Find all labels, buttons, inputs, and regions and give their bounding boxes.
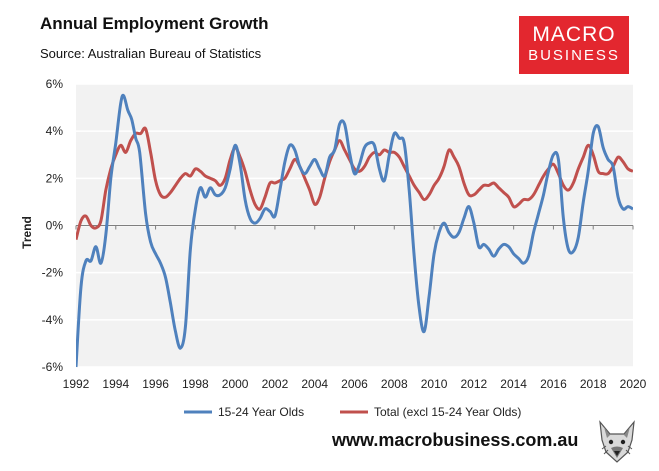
wolf-head-icon: [599, 420, 635, 463]
x-tick-label: 2020: [620, 377, 647, 391]
x-tick-label: 1992: [63, 377, 90, 391]
chart-title: Annual Employment Growth: [40, 14, 269, 33]
x-tick-label: 2010: [421, 377, 448, 391]
series-line-15-24: [76, 93, 633, 368]
y-tick-label: 2%: [46, 171, 64, 185]
x-tick-label: 2002: [262, 377, 289, 391]
x-tick-label: 2004: [301, 377, 328, 391]
x-tick-label: 2006: [341, 377, 368, 391]
y-tick-label: -6%: [42, 360, 64, 374]
logo-line-2: BUSINESS: [528, 47, 620, 64]
y-axis-label: Trend: [20, 216, 34, 249]
x-tick-label: 1996: [142, 377, 169, 391]
x-tick-label: 2014: [500, 377, 527, 391]
website-url: www.macrobusiness.com.au: [332, 430, 579, 450]
legend-item-total-label: Total (excl 15-24 Year Olds): [374, 405, 521, 419]
x-tick-label: 2012: [461, 377, 488, 391]
series-line-total: [76, 126, 633, 240]
macrobusiness-logo: MACRO BUSINESS: [519, 16, 629, 74]
y-tick-label: 0%: [46, 219, 64, 233]
chart-subtitle: Source: Australian Bureau of Statistics: [40, 46, 262, 61]
y-tick-label: -4%: [42, 313, 64, 327]
y-tick-label: 6%: [46, 77, 64, 91]
y-tick-label: 4%: [46, 124, 64, 138]
x-tick-label: 2016: [540, 377, 567, 391]
logo-line-1: MACRO: [532, 23, 616, 46]
x-tick-label: 1998: [182, 377, 209, 391]
x-tick-label: 2018: [580, 377, 607, 391]
y-tick-label: -2%: [42, 266, 64, 280]
x-tick-label: 1994: [102, 377, 129, 391]
x-tick-label: 2008: [381, 377, 408, 391]
x-tick-label: 2000: [222, 377, 249, 391]
legend-item-15-24-label: 15-24 Year Olds: [218, 405, 304, 419]
